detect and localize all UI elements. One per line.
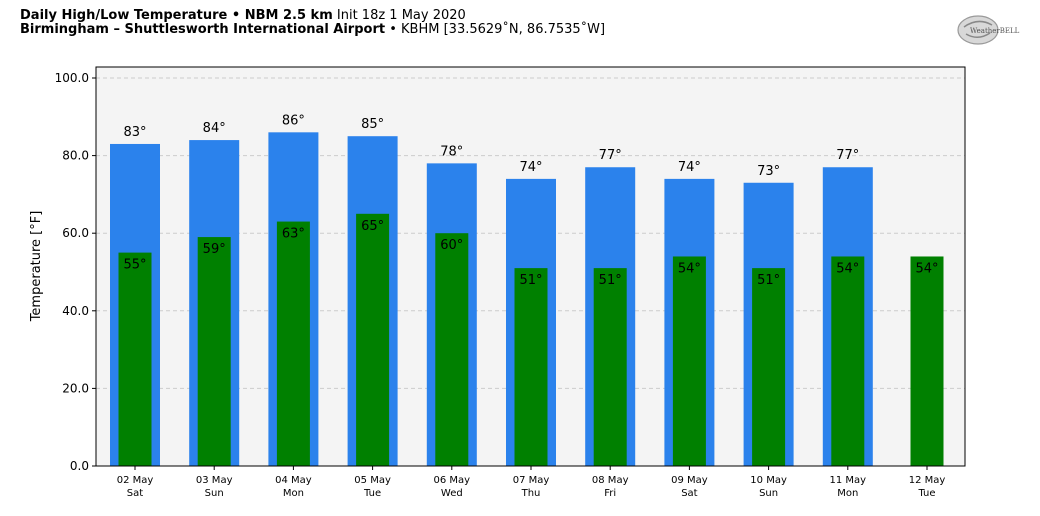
high-temp-label: 86° bbox=[282, 113, 305, 128]
x-tick-weekday: Sat bbox=[127, 488, 143, 499]
x-tick-date: 04 May bbox=[275, 475, 312, 486]
high-temp-label: 74° bbox=[678, 160, 701, 175]
low-temp-bar bbox=[672, 256, 706, 466]
x-tick-weekday: Fri bbox=[604, 488, 616, 499]
low-temp-bar bbox=[831, 256, 865, 466]
y-tick-label: 20.0 bbox=[62, 381, 89, 395]
low-temp-label: 59° bbox=[203, 242, 226, 257]
x-tick-weekday: Tue bbox=[917, 488, 935, 499]
data-labels-group: 83° 55° 84° 59° 86° 63° 85° 65° 78° 60° 74° 51° 77° 5… bbox=[123, 113, 938, 288]
x-axis: 02 May Sat 03 May Sun 04 May Mon 05 May Tue 06 M… bbox=[117, 466, 946, 499]
low-temp-label: 63° bbox=[282, 227, 305, 242]
low-temp-label: 60° bbox=[440, 238, 463, 253]
chart-header: Daily High/Low Temperature • NBM 2.5 km … bbox=[20, 9, 605, 37]
x-tick-weekday: Sun bbox=[205, 488, 224, 499]
x-tick-date: 10 May bbox=[750, 475, 787, 486]
x-tick-weekday: Sat bbox=[681, 488, 697, 499]
x-tick-weekday: Sun bbox=[759, 488, 778, 499]
x-tick-weekday: Mon bbox=[837, 488, 858, 499]
x-tick-date: 02 May bbox=[117, 475, 154, 486]
x-tick-weekday: Thu bbox=[521, 488, 541, 499]
bars-group bbox=[110, 132, 944, 467]
logo-text: WeatherBELL bbox=[970, 27, 1020, 35]
high-temp-label: 85° bbox=[361, 117, 384, 132]
low-temp-bar bbox=[118, 252, 152, 466]
high-temp-label: 74° bbox=[519, 160, 542, 175]
low-temp-bar bbox=[752, 268, 786, 466]
low-temp-bar bbox=[435, 233, 469, 466]
low-temp-label: 65° bbox=[361, 219, 384, 234]
y-tick-label: 80.0 bbox=[62, 149, 89, 163]
x-tick-weekday: Tue bbox=[363, 488, 381, 499]
low-temp-label: 51° bbox=[599, 273, 622, 288]
low-temp-bar bbox=[197, 237, 231, 466]
title-line: Daily High/Low Temperature • NBM 2.5 km … bbox=[20, 9, 605, 23]
x-tick-date: 07 May bbox=[513, 475, 550, 486]
high-temp-label: 77° bbox=[599, 148, 622, 163]
x-tick-date: 12 May bbox=[909, 475, 946, 486]
y-axis-label: Temperature [°F] bbox=[29, 211, 44, 323]
low-temp-bar bbox=[514, 268, 548, 466]
low-temp-bar bbox=[593, 268, 627, 466]
low-temp-bar bbox=[276, 221, 310, 466]
low-temp-label: 54° bbox=[836, 261, 859, 276]
high-temp-label: 83° bbox=[123, 125, 146, 140]
high-temp-label: 84° bbox=[203, 121, 226, 136]
x-tick-date: 11 May bbox=[830, 475, 867, 486]
chart-title: Daily High/Low Temperature • NBM 2.5 km bbox=[20, 8, 333, 23]
x-tick-weekday: Wed bbox=[441, 488, 463, 499]
y-tick-label: 100.0 bbox=[55, 71, 89, 85]
low-temp-label: 51° bbox=[757, 273, 780, 288]
high-temp-label: 73° bbox=[757, 164, 780, 179]
location-line: Birmingham – Shuttlesworth International… bbox=[20, 23, 605, 37]
high-temp-label: 77° bbox=[836, 148, 859, 163]
location-name: Birmingham – Shuttlesworth International… bbox=[20, 22, 386, 37]
x-tick-date: 08 May bbox=[592, 475, 629, 486]
x-tick-date: 09 May bbox=[671, 475, 708, 486]
high-temp-label: 78° bbox=[440, 144, 463, 159]
low-temp-label: 54° bbox=[678, 261, 701, 276]
x-tick-date: 06 May bbox=[434, 475, 471, 486]
y-tick-label: 0.0 bbox=[70, 459, 89, 473]
x-tick-date: 05 May bbox=[354, 475, 391, 486]
location-detail: • KBHM [33.5629˚N, 86.7535˚W] bbox=[389, 22, 606, 37]
low-temp-label: 51° bbox=[519, 273, 542, 288]
low-temp-label: 54° bbox=[915, 261, 938, 276]
low-temp-bar bbox=[356, 213, 390, 466]
x-tick-date: 03 May bbox=[196, 475, 233, 486]
weatherbell-logo-icon: WeatherBELL bbox=[957, 15, 1020, 45]
y-axis: 0.0 20.0 40.0 60.0 80.0 100.0 bbox=[55, 71, 96, 473]
plot-frame bbox=[95, 66, 966, 467]
init-time: Init 18z 1 May 2020 bbox=[336, 8, 466, 23]
x-tick-weekday: Mon bbox=[283, 488, 304, 499]
y-tick-label: 40.0 bbox=[62, 304, 89, 318]
y-tick-label: 60.0 bbox=[62, 226, 89, 240]
low-temp-label: 55° bbox=[123, 258, 146, 273]
low-temp-bar bbox=[910, 256, 944, 466]
